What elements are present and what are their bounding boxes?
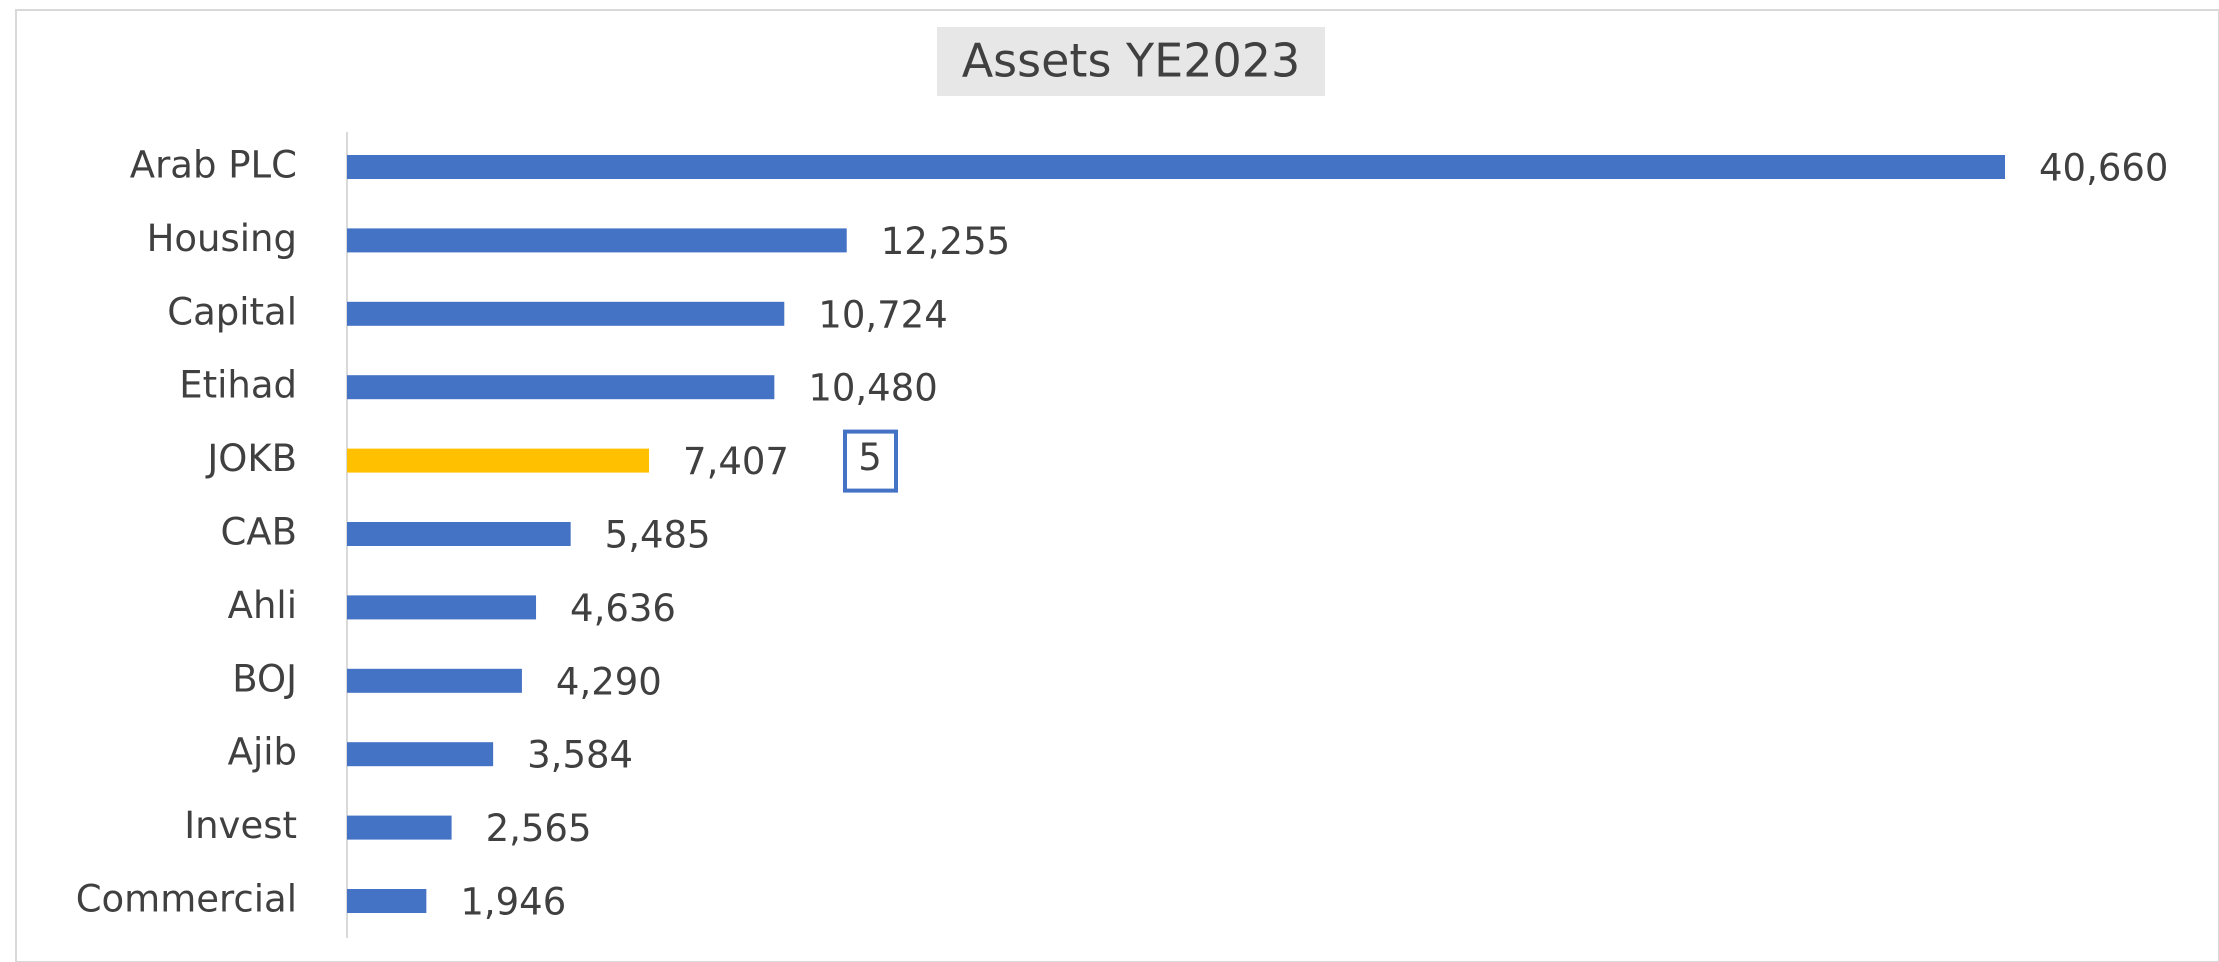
- category-label: BOJ: [232, 657, 297, 700]
- annotation: 5: [858, 436, 882, 479]
- data-label: 10,480: [808, 367, 937, 410]
- category-label: Commercial: [76, 878, 297, 921]
- category-label: Capital: [167, 290, 297, 333]
- data-label: 12,255: [881, 220, 1010, 263]
- bar: [347, 448, 650, 473]
- category-label: JOKB: [205, 437, 297, 480]
- category-label: Ajib: [228, 731, 297, 774]
- bar: [347, 668, 522, 693]
- bar: [347, 742, 494, 767]
- category-label: Etihad: [179, 364, 297, 407]
- chart-title: Assets YE2023: [962, 34, 1301, 88]
- bar: [347, 155, 2005, 179]
- annotation-box: [843, 429, 898, 493]
- data-label: 3,584: [527, 734, 633, 777]
- data-label: 4,290: [556, 660, 662, 703]
- data-label: 10,724: [818, 293, 947, 336]
- data-label: 40,660: [2039, 147, 2168, 190]
- bar: [347, 301, 785, 326]
- category-label: Invest: [184, 804, 297, 847]
- bar: [347, 595, 537, 620]
- category-label: CAB: [220, 511, 297, 554]
- category-label: Ahli: [228, 584, 297, 627]
- bar: [347, 889, 427, 913]
- category-label: Housing: [147, 217, 297, 260]
- data-label: 2,565: [486, 807, 592, 850]
- bar: [347, 815, 452, 840]
- bar: [347, 522, 571, 546]
- chart-frame: [15, 9, 2219, 962]
- data-label: 7,407: [683, 440, 789, 483]
- category-label: Arab PLC: [130, 144, 297, 187]
- bar: [347, 228, 847, 253]
- data-label: 4,636: [570, 587, 676, 630]
- data-label: 5,485: [605, 514, 711, 557]
- data-label: 1,946: [460, 881, 566, 924]
- title-background: [937, 27, 1325, 96]
- bar: [347, 375, 775, 400]
